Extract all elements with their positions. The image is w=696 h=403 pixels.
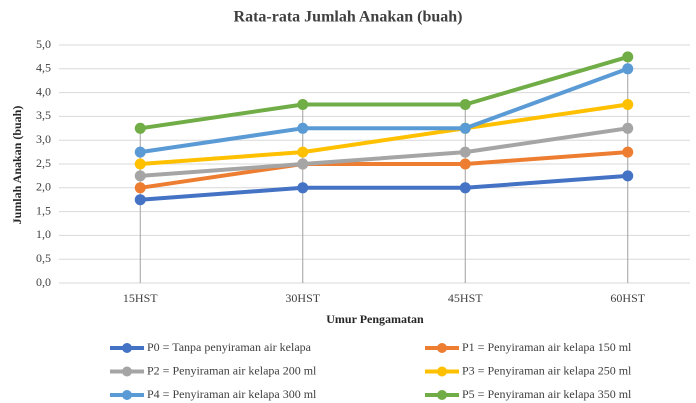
x-tick-label: 45HST: [448, 291, 483, 305]
legend-marker: [122, 343, 132, 353]
point: [622, 63, 634, 75]
legend-marker: [437, 390, 447, 400]
point: [459, 158, 471, 170]
point: [134, 146, 146, 158]
series-line: [140, 102, 629, 166]
point: [134, 170, 146, 182]
point: [134, 158, 146, 170]
y-tick-label: 1,0: [36, 227, 51, 241]
legend-label: P1 = Penyiraman air kelapa 150 ml: [462, 340, 632, 354]
point: [459, 146, 471, 158]
legend-label: P4 = Penyiraman air kelapa 300 ml: [147, 387, 317, 401]
chart-title: Rata-rata Jumlah Anakan (buah): [234, 9, 463, 26]
point: [622, 146, 634, 158]
legend-label: P3 = Penyiraman air kelapa 250 ml: [462, 363, 632, 377]
legend-marker: [122, 366, 132, 377]
point: [297, 122, 309, 134]
point: [297, 158, 309, 170]
point: [134, 194, 146, 206]
y-axis-label: Jumlah Anakan (buah): [10, 106, 24, 225]
y-tick-label: 5,0: [36, 37, 51, 51]
point: [459, 182, 471, 194]
series-line: [140, 173, 628, 202]
y-tick-label: 3,0: [36, 132, 51, 146]
x-tick-label: 60HST: [610, 291, 645, 305]
point: [459, 99, 471, 110]
x-tick-label: 30HST: [285, 291, 320, 305]
point: [134, 122, 146, 134]
series-line: [139, 150, 628, 190]
legend-marker: [437, 366, 447, 377]
y-tick-label: 4,0: [36, 84, 51, 98]
y-tick-label: 3,5: [36, 108, 51, 122]
point: [622, 170, 634, 182]
legend-marker: [437, 343, 447, 353]
y-tick-label: 4,5: [36, 61, 51, 75]
series-line: [139, 54, 629, 131]
x-tick-label: 15HST: [123, 291, 158, 305]
y-tick-label: 2,0: [36, 180, 51, 194]
y-tick-label: 1,5: [36, 203, 51, 217]
legend-label: P2 = Penyiraman air kelapa 200 ml: [147, 363, 317, 377]
y-tick-label: 0,5: [36, 251, 51, 265]
legend-label: P0 = Tanpa penyiraman air kelapa: [147, 340, 312, 354]
point: [134, 182, 146, 194]
point: [459, 122, 471, 134]
y-tick-label: 0,0: [36, 275, 51, 289]
y-tick-label: 2,5: [36, 156, 51, 170]
x-axis-label: Umur Pengamatan: [326, 312, 424, 326]
point: [297, 182, 309, 194]
point: [622, 51, 634, 63]
legend-marker: [122, 390, 132, 400]
point: [622, 99, 634, 110]
series-line: [139, 66, 629, 155]
point: [622, 122, 634, 134]
point: [297, 146, 309, 158]
point: [297, 99, 309, 110]
series-line: [140, 126, 629, 178]
legend-label: P5 = Penyiraman air kelapa 350 ml: [462, 387, 632, 401]
